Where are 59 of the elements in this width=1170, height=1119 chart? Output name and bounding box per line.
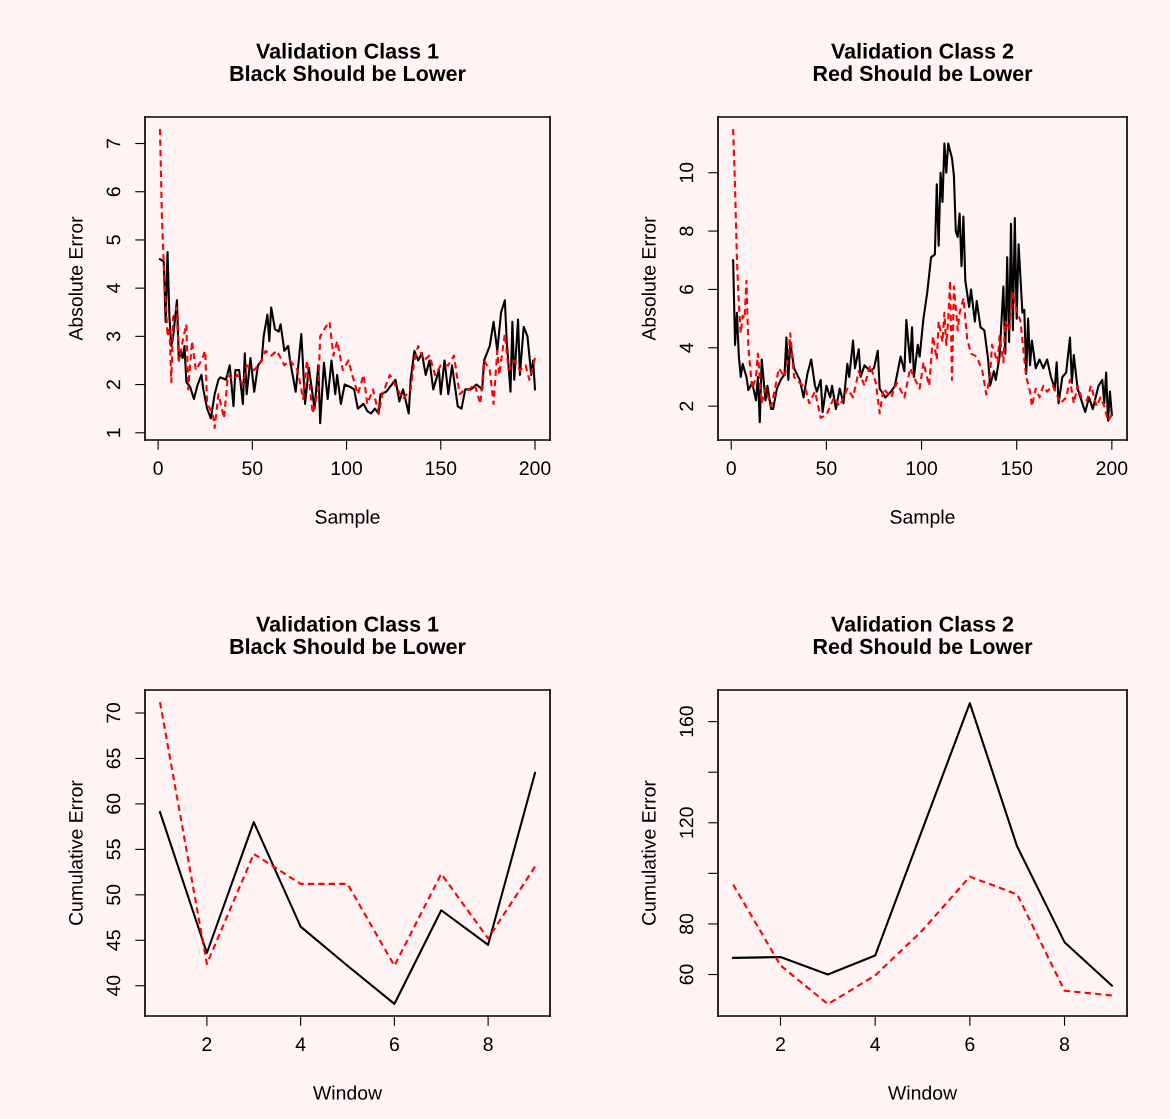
x-tick-label: 200	[519, 461, 551, 476]
x-tick-label: 6	[965, 1037, 975, 1052]
x-tick-label: 2	[202, 1037, 212, 1051]
chart-title: Validation Class 1 Black Should be Lower	[230, 615, 466, 655]
x-tick-label: 0	[153, 461, 163, 476]
x-axis-title: Sample	[315, 509, 380, 528]
x-tick-label: 4	[870, 1037, 880, 1051]
y-tick-label: 5	[106, 235, 121, 245]
y-tick-label: 45	[106, 930, 121, 951]
x-tick-label: 150	[1001, 461, 1033, 476]
x-tick-label: 8	[1059, 1037, 1070, 1052]
y-tick-label: 6	[106, 187, 121, 197]
chart-title: Validation Class 2 Red Should be Lower	[813, 615, 1033, 655]
y-tick-label: 3	[106, 331, 121, 342]
y-tick-label: 60	[106, 793, 121, 814]
x-tick-label: 100	[906, 461, 938, 476]
y-tick-label: 2	[106, 380, 121, 389]
y-tick-label: 4	[679, 342, 694, 353]
y-axis-title: Cumulative Error	[641, 780, 656, 925]
y-tick-label: 1	[106, 428, 121, 437]
line-series	[732, 702, 1113, 987]
x-tick-label: 150	[426, 461, 457, 476]
x-tick-label: 8	[483, 1037, 493, 1052]
x-tick-label: 50	[242, 461, 263, 476]
x-tick-label: 200	[1096, 461, 1128, 476]
line-series	[158, 250, 537, 425]
x-tick-label: 2	[776, 1037, 785, 1051]
y-tick-label: 4	[106, 283, 121, 294]
y-tick-label: 60	[679, 964, 694, 985]
x-tick-label: 6	[389, 1037, 399, 1052]
y-tick-label: 80	[679, 913, 694, 934]
y-axis-title: Absolute Error	[641, 216, 656, 341]
x-axis-title: Window	[313, 1085, 383, 1100]
y-tick-label: 55	[106, 839, 121, 860]
y-tick-label: 7	[106, 139, 121, 148]
x-tick-label: 100	[331, 461, 363, 476]
x-tick-label: 0	[726, 461, 736, 476]
y-tick-label: 160	[679, 706, 694, 737]
y-axis-title: Absolute Error	[68, 216, 83, 341]
line-series	[732, 875, 1113, 1006]
chart-title: Validation Class 2 Red Should be Lower	[813, 42, 1033, 82]
y-tick-label: 50	[106, 884, 121, 905]
y-tick-label: 2	[679, 401, 694, 411]
y-tick-label: 120	[679, 807, 694, 838]
line-series	[158, 128, 537, 429]
x-tick-label: 50	[816, 461, 837, 476]
x-tick-label: 4	[295, 1037, 306, 1051]
y-tick-label: 10	[679, 162, 694, 183]
y-tick-label: 70	[106, 702, 121, 723]
y-tick-label: 65	[106, 748, 121, 769]
y-tick-label: 6	[679, 284, 694, 294]
chart-title: Validation Class 1 Black Should be Lower	[230, 42, 466, 82]
y-tick-label: 40	[106, 975, 121, 997]
y-tick-label: 8	[679, 226, 694, 236]
line-series	[158, 771, 537, 1005]
y-axis-title: Cumulative Error	[68, 780, 83, 925]
x-axis-title: Window	[888, 1085, 958, 1100]
line-series	[158, 701, 537, 967]
x-axis-title: Sample	[890, 509, 955, 528]
